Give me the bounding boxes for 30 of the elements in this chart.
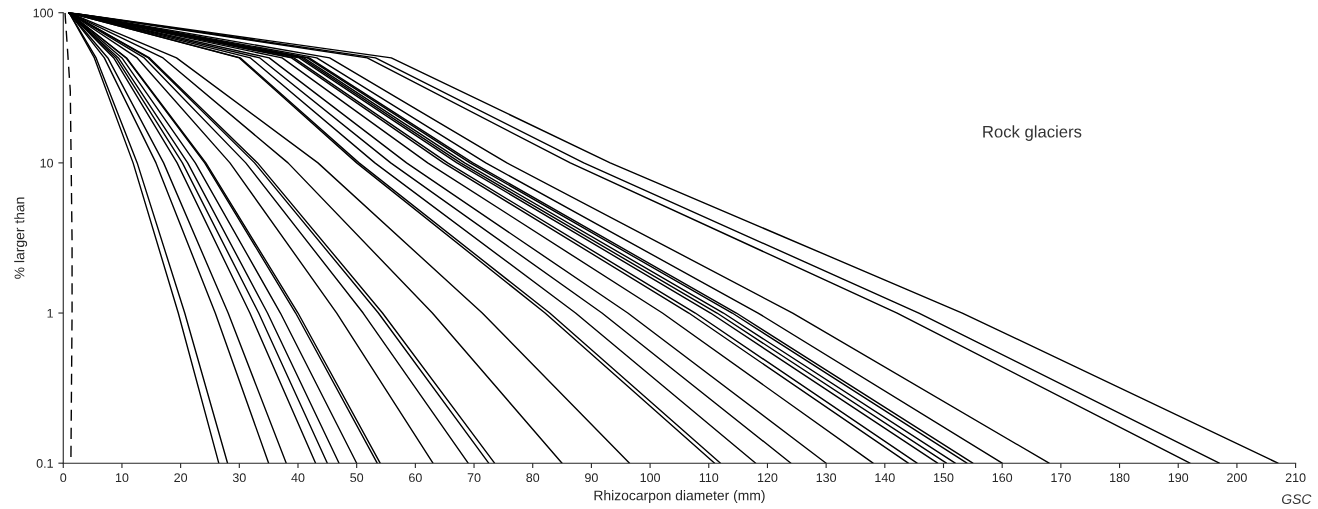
x-tick-label: 20 xyxy=(174,473,188,483)
text: GSC xyxy=(1282,494,1312,505)
x-tick-label: 60 xyxy=(409,473,422,483)
x-tick-label: 170 xyxy=(1051,473,1071,483)
x-tick-label: 150 xyxy=(934,473,954,483)
x-tick-label: 110 xyxy=(699,473,719,483)
x-tick-label: 50 xyxy=(350,473,364,483)
x-tick-label: 190 xyxy=(1168,473,1189,483)
y-tick-label: 0.1 xyxy=(36,458,53,468)
x-tick-label: 70 xyxy=(467,473,481,483)
y-tick-label: 1 xyxy=(47,308,53,318)
x-tick-label: 30 xyxy=(232,473,246,483)
x-tick-label: 80 xyxy=(526,473,540,483)
x-axis-title: Rhizocarpon diameter (mm) xyxy=(594,490,765,504)
y-tick-label: 100 xyxy=(33,8,54,18)
x-tick-label: 140 xyxy=(875,473,895,483)
y-tick-label: 10 xyxy=(40,158,54,168)
x-tick-label: 0 xyxy=(60,473,67,483)
x-tick-label: 120 xyxy=(757,473,778,483)
x-tick-label: 90 xyxy=(585,473,598,483)
y-axis-title: % larger than xyxy=(14,197,28,279)
x-tick-label: 10 xyxy=(115,473,129,483)
annotation: Rock glaciers xyxy=(983,125,1082,141)
x-tick-label: 160 xyxy=(992,473,1013,483)
x-tick-label: 180 xyxy=(1110,473,1130,483)
x-tick-label: 210 xyxy=(1285,473,1306,483)
x-tick-label: 100 xyxy=(640,473,661,483)
x-tick-label: 40 xyxy=(291,473,305,483)
x-tick-label: 130 xyxy=(816,473,837,483)
x-tick-label: 200 xyxy=(1227,473,1247,483)
